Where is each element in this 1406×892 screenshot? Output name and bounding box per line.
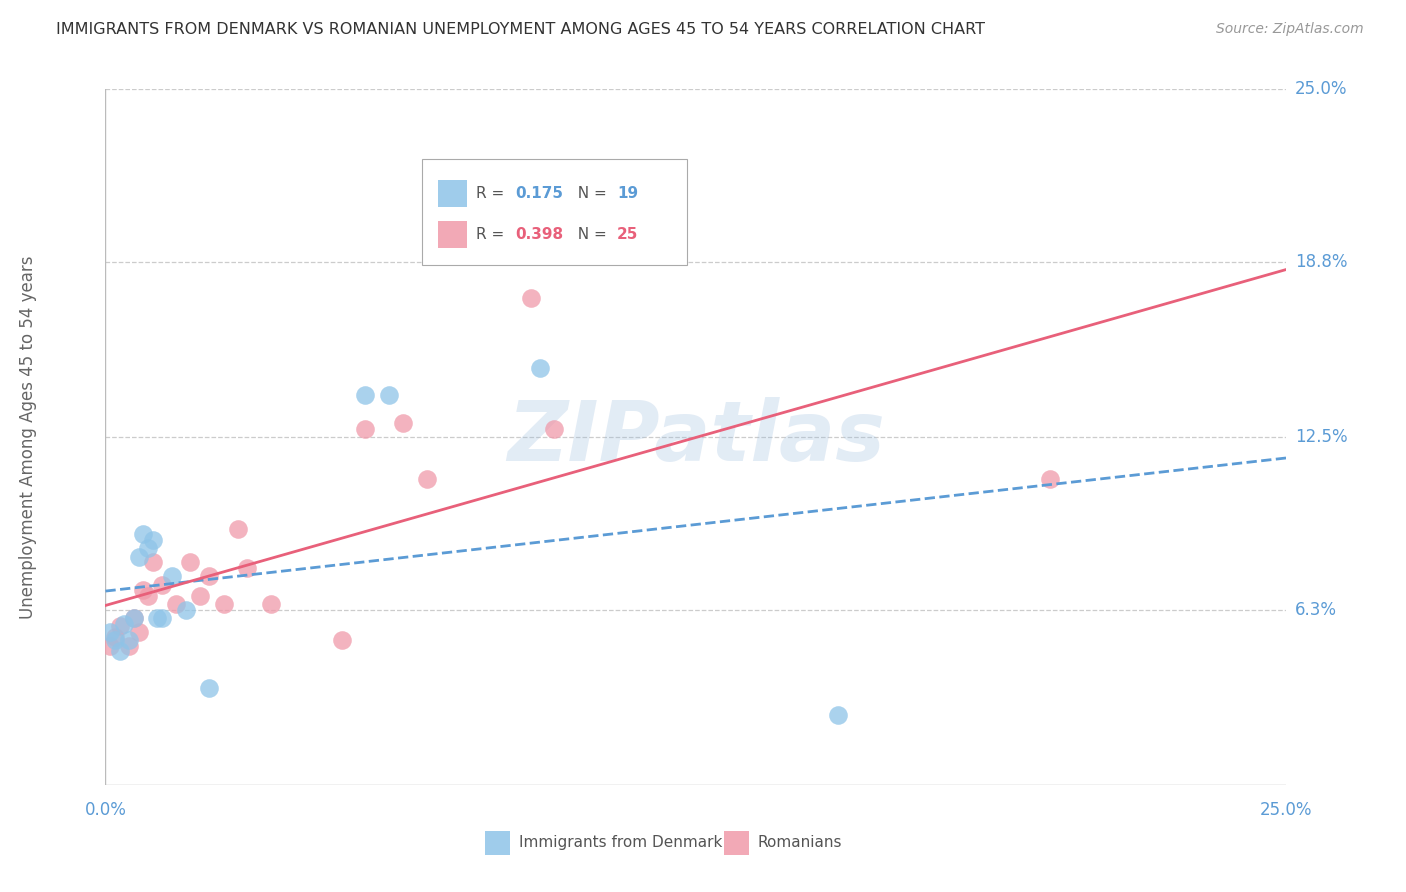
Text: Unemployment Among Ages 45 to 54 years: Unemployment Among Ages 45 to 54 years xyxy=(20,255,37,619)
Point xyxy=(165,597,187,611)
Text: 0.0%: 0.0% xyxy=(84,801,127,819)
Point xyxy=(142,555,165,569)
Text: R =: R = xyxy=(477,227,509,242)
Text: 25: 25 xyxy=(617,227,638,242)
Text: Source: ZipAtlas.com: Source: ZipAtlas.com xyxy=(1216,22,1364,37)
Point xyxy=(118,633,141,648)
Text: 18.8%: 18.8% xyxy=(1295,252,1347,271)
Point xyxy=(150,611,173,625)
Text: 19: 19 xyxy=(617,186,638,201)
Point xyxy=(108,644,131,658)
Point xyxy=(415,472,437,486)
Point xyxy=(142,533,165,547)
Text: R =: R = xyxy=(477,186,509,201)
Point xyxy=(188,589,211,603)
Point xyxy=(108,619,131,633)
Point xyxy=(112,616,135,631)
Point xyxy=(150,577,173,591)
Text: N =: N = xyxy=(568,227,612,242)
Point xyxy=(98,639,121,653)
Point xyxy=(174,602,197,616)
Text: 6.3%: 6.3% xyxy=(1295,600,1337,619)
Point xyxy=(146,611,169,625)
Point xyxy=(118,639,141,653)
Point xyxy=(378,388,401,402)
Point xyxy=(827,708,849,723)
Point xyxy=(236,561,259,575)
Point xyxy=(392,416,415,430)
Text: Immigrants from Denmark: Immigrants from Denmark xyxy=(519,836,723,850)
Text: ZIPatlas: ZIPatlas xyxy=(508,397,884,477)
Point xyxy=(198,569,221,583)
Text: N =: N = xyxy=(568,186,612,201)
Point xyxy=(354,388,377,402)
Point xyxy=(1039,472,1062,486)
Point xyxy=(226,522,249,536)
Point xyxy=(98,624,121,639)
Point xyxy=(128,624,150,639)
Point xyxy=(529,360,551,375)
Text: 0.398: 0.398 xyxy=(516,227,564,242)
Point xyxy=(128,549,150,564)
Point xyxy=(179,555,201,569)
Text: 0.175: 0.175 xyxy=(516,186,564,201)
Point xyxy=(519,291,541,305)
Text: Romanians: Romanians xyxy=(758,836,842,850)
Point xyxy=(260,597,283,611)
Text: 25.0%: 25.0% xyxy=(1260,801,1313,819)
Point xyxy=(122,611,145,625)
Point xyxy=(132,527,155,541)
Point xyxy=(104,631,127,645)
Point xyxy=(104,633,127,648)
Text: 12.5%: 12.5% xyxy=(1295,428,1347,446)
Point xyxy=(132,583,155,598)
Point xyxy=(543,422,565,436)
Point xyxy=(354,422,377,436)
Text: 25.0%: 25.0% xyxy=(1295,80,1347,98)
Point xyxy=(136,589,159,603)
Point xyxy=(330,633,353,648)
Point xyxy=(160,569,183,583)
Text: IMMIGRANTS FROM DENMARK VS ROMANIAN UNEMPLOYMENT AMONG AGES 45 TO 54 YEARS CORRE: IMMIGRANTS FROM DENMARK VS ROMANIAN UNEM… xyxy=(56,22,986,37)
Point xyxy=(212,597,235,611)
Point xyxy=(122,611,145,625)
Point xyxy=(198,681,221,695)
Point xyxy=(136,541,159,556)
